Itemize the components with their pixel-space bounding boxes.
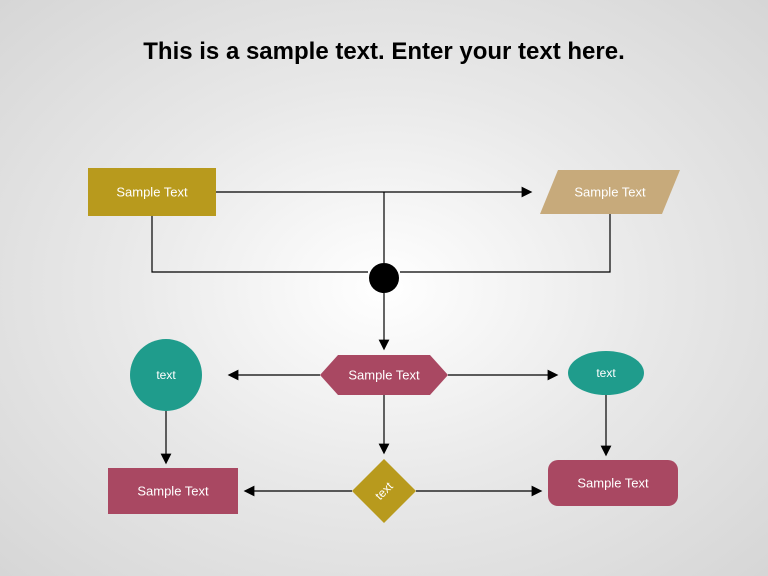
node-hexagon_mid: Sample Text [320, 355, 448, 395]
shape-label: text [156, 368, 175, 382]
edge-right_down [400, 214, 610, 272]
node-roundrect_bottom_right: Sample Text [548, 460, 678, 506]
node-connector_dot [369, 263, 399, 293]
node-rect_bottom_left: Sample Text [108, 468, 238, 514]
node-diamond_mid: text [352, 459, 416, 523]
node-circle_left: text [130, 339, 202, 411]
node-ellipse_right: text [568, 351, 644, 395]
shape-label: Sample Text [574, 185, 645, 200]
page-title: This is a sample text. Enter your text h… [0, 38, 768, 66]
shape-label: Sample Text [348, 368, 419, 383]
node-parallelogram_top_right: Sample Text [540, 170, 680, 214]
shape-label: Sample Text [116, 185, 187, 200]
shape-label: Sample Text [577, 476, 648, 491]
node-rect_top_left: Sample Text [88, 168, 216, 216]
shape-label: text [596, 366, 615, 380]
edge-left_down [152, 216, 368, 272]
shape-label: Sample Text [137, 484, 208, 499]
